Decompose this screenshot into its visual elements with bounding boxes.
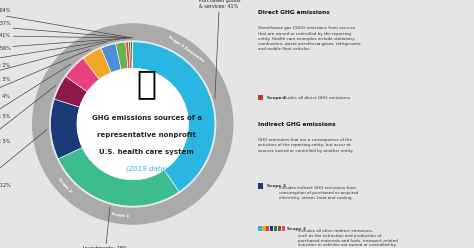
Text: Greenhouse gas (GHG) emissions from sources
that are owned or controlled by the : Greenhouse gas (GHG) emissions from sour… bbox=[258, 26, 362, 51]
Circle shape bbox=[77, 68, 189, 180]
Wedge shape bbox=[66, 58, 99, 92]
Text: Business travel: 0.41%: Business travel: 0.41% bbox=[0, 33, 129, 38]
Text: Use of sold products: 0.04%: Use of sold products: 0.04% bbox=[0, 8, 133, 38]
Bar bbox=[274, 226, 277, 231]
Text: Purchased goods
& services: 41%: Purchased goods & services: 41% bbox=[199, 0, 240, 98]
Text: Direct emissions: 5%: Direct emissions: 5% bbox=[0, 86, 56, 144]
Text: Scope 2: Scope 2 bbox=[56, 178, 72, 194]
Text: Scope 3 Emissions: Scope 3 Emissions bbox=[167, 34, 204, 62]
Text: Scope 1: Scope 1 bbox=[110, 212, 129, 218]
Bar bbox=[270, 226, 273, 231]
Wedge shape bbox=[126, 42, 130, 68]
Text: Employee commuting: 4%: Employee commuting: 4% bbox=[0, 49, 90, 99]
Text: Indirect GHG emissions: Indirect GHG emissions bbox=[258, 122, 336, 127]
Wedge shape bbox=[83, 48, 111, 79]
Text: Capital goods: 5%: Capital goods: 5% bbox=[0, 64, 71, 119]
Text: Scope 2: Scope 2 bbox=[267, 184, 286, 188]
Bar bbox=[262, 226, 265, 231]
Bar bbox=[278, 226, 281, 231]
Bar bbox=[258, 95, 263, 100]
Text: Scope 1: Scope 1 bbox=[267, 96, 286, 100]
Bar bbox=[258, 226, 262, 231]
Text: Scope 3: Scope 3 bbox=[287, 227, 306, 231]
Text: Direct GHG emissions: Direct GHG emissions bbox=[258, 10, 330, 15]
Wedge shape bbox=[51, 99, 82, 159]
Text: (2019 data): (2019 data) bbox=[126, 166, 167, 172]
Bar bbox=[266, 226, 269, 231]
Wedge shape bbox=[131, 42, 133, 68]
Wedge shape bbox=[32, 23, 234, 225]
Wedge shape bbox=[58, 148, 179, 206]
Bar bbox=[258, 183, 263, 188]
Text: GHG emissions sources of a: GHG emissions sources of a bbox=[91, 115, 201, 121]
Text: Upstream transportation & distribution: 0.37%: Upstream transportation & distribution: … bbox=[0, 21, 131, 38]
Bar bbox=[282, 226, 285, 231]
Text: representative nonprofit: representative nonprofit bbox=[97, 132, 196, 138]
Wedge shape bbox=[133, 42, 215, 192]
Text: GHG emissions that are a consequence of the
activities of the reporting entity, : GHG emissions that are a consequence of … bbox=[258, 138, 354, 153]
Text: Purchased electricity: 12%: Purchased electricity: 12% bbox=[0, 129, 47, 188]
Wedge shape bbox=[116, 42, 128, 69]
Text: includes indirect GHG emissions from
consumption of purchased or acquired
electr: includes indirect GHG emissions from con… bbox=[279, 186, 358, 200]
Text: Investments: 28%: Investments: 28% bbox=[83, 207, 128, 248]
Text: Fuel and energy-related activities: 3%: Fuel and energy-related activities: 3% bbox=[0, 42, 107, 82]
Wedge shape bbox=[101, 44, 121, 72]
Text: U.S. health care system: U.S. health care system bbox=[99, 149, 194, 155]
Text: Waste generated: 0.56%: Waste generated: 0.56% bbox=[0, 38, 127, 51]
Wedge shape bbox=[128, 42, 131, 68]
Text: includes all direct GHG emissions.: includes all direct GHG emissions. bbox=[279, 96, 351, 100]
Text: Downstream transportation & distribution: 2%: Downstream transportation & distribution… bbox=[0, 39, 120, 68]
Text: includes all other indirect emissions,
such as the extraction and production of
: includes all other indirect emissions, s… bbox=[298, 229, 397, 248]
Text: 🏥: 🏥 bbox=[137, 67, 157, 100]
Wedge shape bbox=[55, 76, 87, 107]
